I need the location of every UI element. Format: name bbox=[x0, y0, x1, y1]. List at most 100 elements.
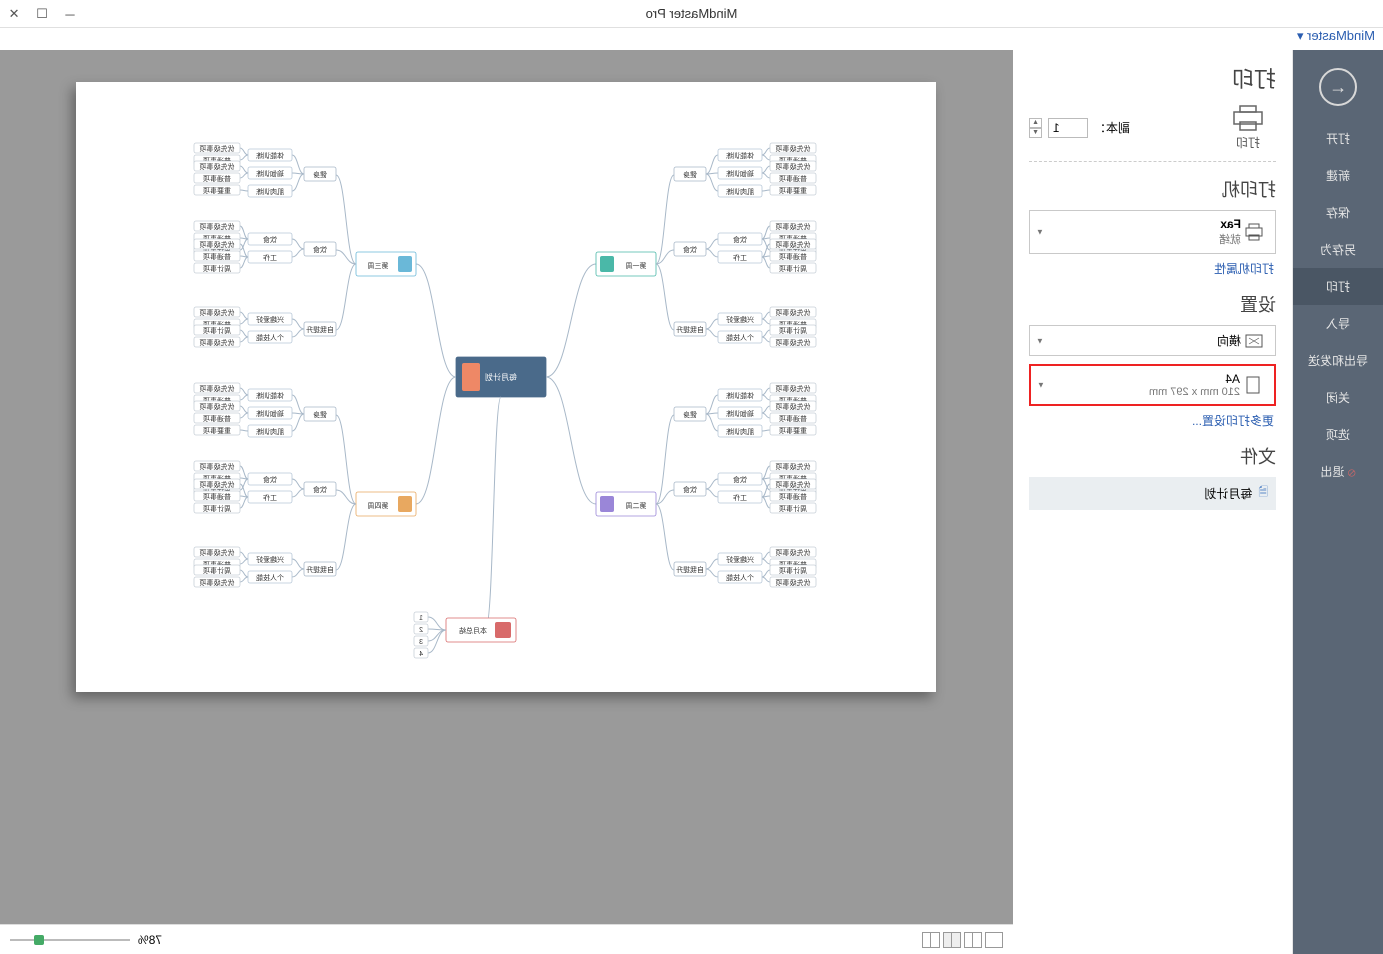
printer-dropdown[interactable]: Fax 就绪 ▼ bbox=[1029, 210, 1276, 254]
svg-text:自我提升: 自我提升 bbox=[307, 565, 335, 574]
panel-title: 打印 bbox=[1029, 62, 1276, 94]
app-title: MindMaster Pro bbox=[646, 6, 738, 21]
svg-text:优先级事项: 优先级事项 bbox=[200, 384, 235, 393]
sidebar-item-import[interactable]: 导入 bbox=[1293, 305, 1383, 342]
svg-text:普通事项: 普通事项 bbox=[204, 414, 232, 423]
back-icon[interactable]: ← bbox=[1319, 68, 1357, 106]
preview-page: 每月计划第一周健身体能训练优先级事项普通事项瑜伽训练优先级事项普通事项肌肉训练重… bbox=[77, 82, 937, 692]
svg-text:每月计划: 每月计划 bbox=[486, 372, 518, 382]
more-settings-link[interactable]: 更多打印设置... bbox=[1029, 412, 1274, 429]
svg-text:4: 4 bbox=[419, 651, 423, 658]
svg-text:饮食: 饮食 bbox=[314, 485, 328, 494]
svg-text:肌肉训练: 肌肉训练 bbox=[727, 427, 755, 436]
svg-text:重要事项: 重要事项 bbox=[204, 186, 232, 195]
svg-text:优先级事项: 优先级事项 bbox=[200, 462, 235, 471]
svg-text:第四周: 第四周 bbox=[368, 501, 389, 510]
page-icon bbox=[1240, 376, 1266, 394]
svg-text:优先级事项: 优先级事项 bbox=[200, 338, 235, 347]
svg-text:优先级事项: 优先级事项 bbox=[776, 338, 811, 347]
svg-text:工作: 工作 bbox=[734, 493, 748, 502]
print-button[interactable]: 打印 bbox=[1220, 104, 1276, 151]
svg-text:优先级事项: 优先级事项 bbox=[776, 308, 811, 317]
paper-size: 210 mm x 297 mm bbox=[1039, 386, 1240, 398]
printer-name: Fax bbox=[1038, 217, 1241, 231]
sidebar-item-close[interactable]: 关闭 bbox=[1293, 379, 1383, 416]
svg-text:3: 3 bbox=[419, 639, 423, 646]
orientation-dropdown[interactable]: 横向 ▼ bbox=[1029, 325, 1276, 356]
file-section-label: 文件 bbox=[1029, 443, 1276, 469]
printer-properties-link[interactable]: 打印机属性 bbox=[1029, 260, 1274, 277]
svg-text:兴趣爱好: 兴趣爱好 bbox=[727, 315, 755, 324]
paper-dropdown[interactable]: A4 210 mm x 297 mm ▼ bbox=[1029, 364, 1276, 406]
svg-text:优先级事项: 优先级事项 bbox=[200, 162, 235, 171]
preview-toolbar: 78% bbox=[0, 924, 1013, 954]
svg-text:健身: 健身 bbox=[684, 170, 698, 179]
svg-text:2: 2 bbox=[419, 627, 423, 634]
svg-text:个人技能: 个人技能 bbox=[727, 573, 755, 582]
printer-status: 就绪 bbox=[1038, 231, 1241, 247]
settings-section-label: 设置 bbox=[1029, 291, 1276, 317]
copies-input[interactable] bbox=[1048, 118, 1088, 138]
svg-text:饮食: 饮食 bbox=[684, 245, 698, 254]
svg-text:兴趣爱好: 兴趣爱好 bbox=[257, 315, 285, 324]
svg-text:普通事项: 普通事项 bbox=[204, 252, 232, 261]
print-preview: 每月计划第一周健身体能训练优先级事项普通事项瑜伽训练优先级事项普通事项肌肉训练重… bbox=[0, 50, 1013, 954]
svg-text:饮食: 饮食 bbox=[734, 475, 748, 484]
svg-text:普通事项: 普通事项 bbox=[780, 414, 808, 423]
svg-text:瑜伽训练: 瑜伽训练 bbox=[727, 409, 755, 418]
view-single-button[interactable] bbox=[985, 932, 1003, 948]
svg-text:饮食: 饮食 bbox=[684, 485, 698, 494]
view-multi-button[interactable] bbox=[943, 932, 961, 948]
svg-text:第三周: 第三周 bbox=[368, 261, 389, 270]
chevron-down-icon: ▼ bbox=[1036, 336, 1044, 345]
sidebar-item-options[interactable]: 选项 bbox=[1293, 416, 1383, 453]
svg-text:周计事项: 周计事项 bbox=[780, 566, 808, 575]
chevron-down-icon: ▼ bbox=[1036, 228, 1044, 237]
orientation-icon bbox=[1241, 334, 1267, 348]
svg-text:自我提升: 自我提升 bbox=[677, 325, 705, 334]
zoom-slider[interactable] bbox=[10, 939, 130, 941]
copies-spinner[interactable]: ▲▼ bbox=[1029, 118, 1042, 138]
svg-text:优先级事项: 优先级事项 bbox=[776, 144, 811, 153]
svg-text:普通事项: 普通事项 bbox=[780, 174, 808, 183]
svg-text:优先级事项: 优先级事项 bbox=[776, 548, 811, 557]
close-button[interactable]: ✕ bbox=[0, 0, 28, 28]
svg-text:周计事项: 周计事项 bbox=[204, 326, 232, 335]
svg-text:工作: 工作 bbox=[264, 493, 278, 502]
svg-text:饮食: 饮食 bbox=[314, 245, 328, 254]
svg-text:优先级事项: 优先级事项 bbox=[776, 462, 811, 471]
svg-text:优先级事项: 优先级事项 bbox=[776, 578, 811, 587]
svg-text:个人技能: 个人技能 bbox=[727, 333, 755, 342]
svg-text:健身: 健身 bbox=[314, 170, 328, 179]
svg-text:重要事项: 重要事项 bbox=[780, 186, 808, 195]
svg-text:瑜伽训练: 瑜伽训练 bbox=[727, 169, 755, 178]
file-sidebar: ← 打开 新建 保存 另存为 打印 导入 导出和发送 关闭 选项 ⦸ 退出 bbox=[1293, 50, 1383, 954]
svg-text:优先级事项: 优先级事项 bbox=[200, 402, 235, 411]
svg-text:体能训练: 体能训练 bbox=[257, 391, 285, 400]
sidebar-item-exit[interactable]: ⦸ 退出 bbox=[1293, 453, 1383, 490]
breadcrumb[interactable]: MindMaster ▾ bbox=[0, 28, 1383, 50]
view-facing-button[interactable] bbox=[964, 932, 982, 948]
sidebar-item-export[interactable]: 导出和发送 bbox=[1293, 342, 1383, 379]
minimize-button[interactable]: ─ bbox=[56, 0, 84, 28]
print-panel: 打印 打印 副本： ▲▼ 打印机 Fax bbox=[1013, 50, 1293, 954]
svg-text:健身: 健身 bbox=[314, 410, 328, 419]
sidebar-item-saveas[interactable]: 另存为 bbox=[1293, 231, 1383, 268]
svg-text:优先级事项: 优先级事项 bbox=[776, 162, 811, 171]
sidebar-item-new[interactable]: 新建 bbox=[1293, 157, 1383, 194]
sidebar-item-save[interactable]: 保存 bbox=[1293, 194, 1383, 231]
svg-text:优先级事项: 优先级事项 bbox=[776, 384, 811, 393]
sidebar-item-print[interactable]: 打印 bbox=[1293, 268, 1383, 305]
file-item[interactable]: 🗎 每月计划 bbox=[1029, 477, 1276, 510]
maximize-button[interactable]: ☐ bbox=[28, 0, 56, 28]
copies-label: 副本： bbox=[1094, 119, 1130, 136]
view-overview-button[interactable] bbox=[922, 932, 940, 948]
svg-text:本月总结: 本月总结 bbox=[460, 626, 488, 635]
sidebar-item-open[interactable]: 打开 bbox=[1293, 120, 1383, 157]
paper-name: A4 bbox=[1039, 372, 1240, 386]
svg-text:优先级事项: 优先级事项 bbox=[200, 578, 235, 587]
svg-text:周计事项: 周计事项 bbox=[780, 504, 808, 513]
svg-text:优先级事项: 优先级事项 bbox=[776, 480, 811, 489]
svg-text:自我提升: 自我提升 bbox=[307, 325, 335, 334]
svg-text:饮食: 饮食 bbox=[264, 235, 278, 244]
